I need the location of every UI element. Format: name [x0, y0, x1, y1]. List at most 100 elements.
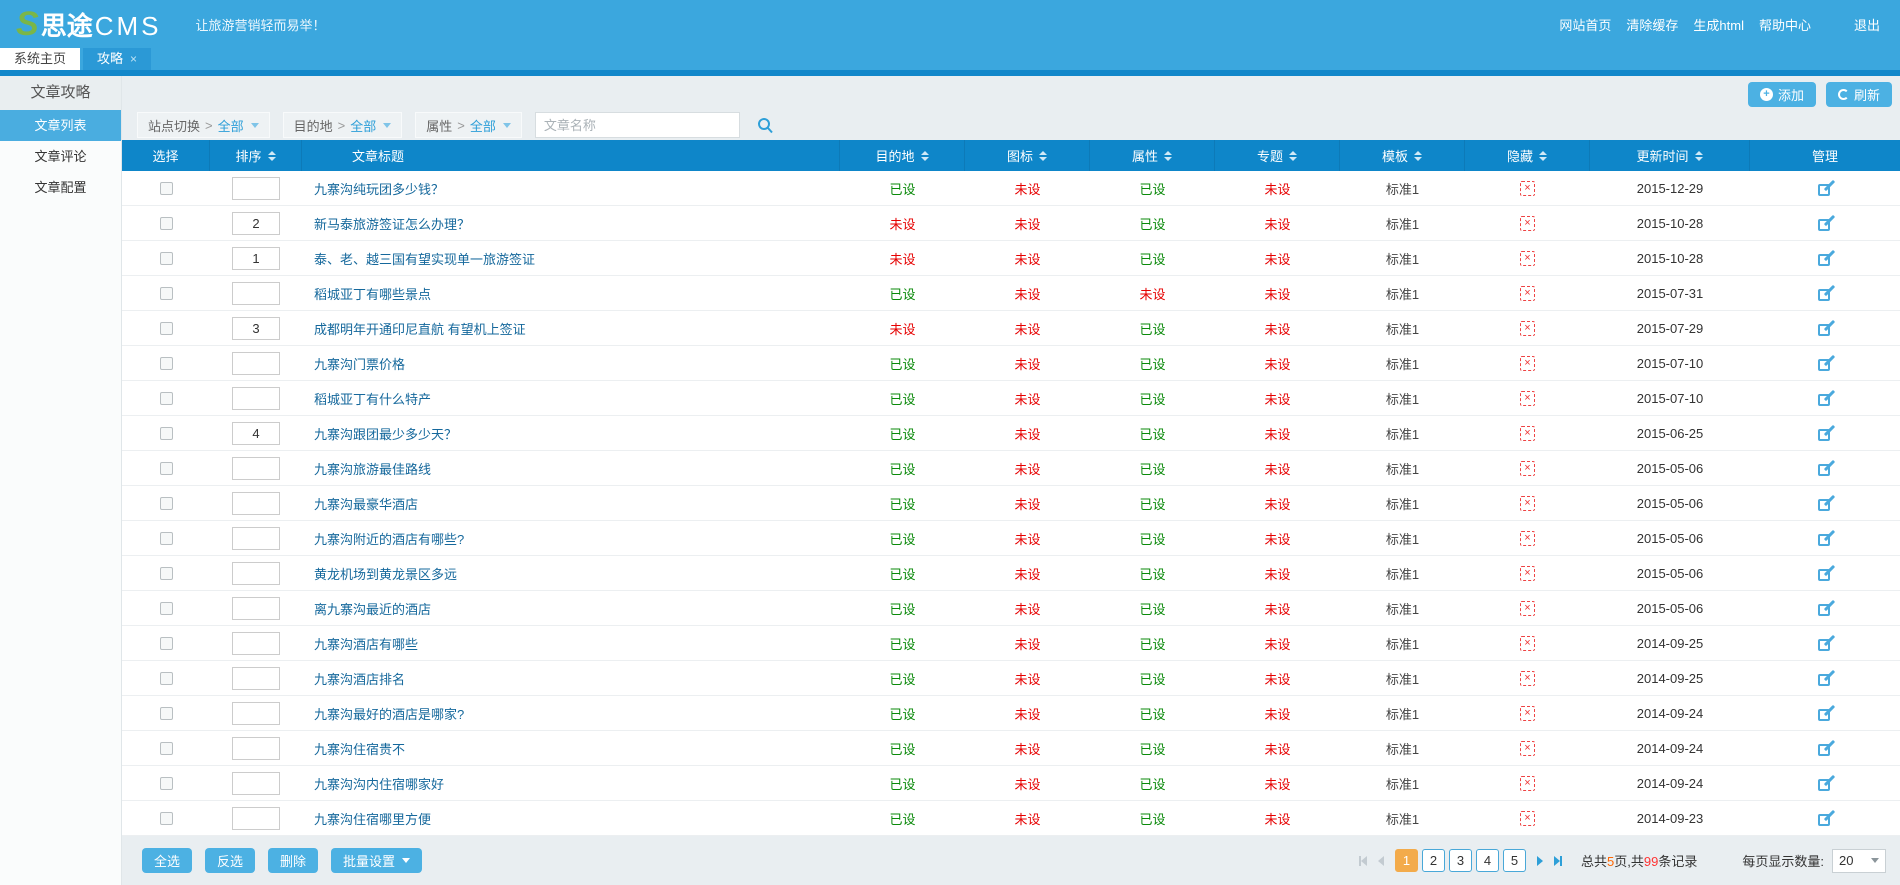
sort-input[interactable]	[232, 386, 280, 410]
row-checkbox[interactable]	[159, 181, 173, 195]
filter-chip-destination[interactable]: 目的地 > 全部	[282, 112, 403, 138]
row-checkbox[interactable]	[159, 776, 173, 790]
column-header-template[interactable]: 模板	[1340, 140, 1465, 171]
column-header-attribute[interactable]: 属性	[1090, 140, 1215, 171]
article-title-link[interactable]: 黄龙机场到黄龙景区多远	[314, 566, 458, 582]
hidden-toggle-icon[interactable]: ×	[1520, 705, 1535, 721]
row-checkbox[interactable]	[159, 216, 173, 230]
article-title-link[interactable]: 九寨沟跟团最少多少天？	[314, 426, 458, 442]
sidebar-item-文章评论[interactable]: 文章评论	[34, 149, 87, 164]
column-header-icon[interactable]: 图标	[965, 140, 1090, 171]
article-title-link[interactable]: 九寨沟酒店有哪些	[314, 636, 419, 652]
edit-icon[interactable]	[1817, 704, 1835, 721]
search-icon[interactable]	[753, 112, 779, 138]
page-button-3[interactable]: 3	[1449, 849, 1473, 872]
column-header-updated[interactable]: 更新时间	[1590, 140, 1750, 171]
edit-icon[interactable]	[1817, 214, 1835, 231]
article-title-link[interactable]: 九寨沟纯玩团多少钱？	[314, 181, 445, 197]
top-link-网站首页[interactable]: 网站首页	[1559, 17, 1612, 33]
article-title-link[interactable]: 离九寨沟最近的酒店	[314, 601, 432, 617]
filter-chip-site[interactable]: 站点切换 > 全部	[137, 112, 270, 138]
sort-input[interactable]	[232, 701, 280, 725]
edit-icon[interactable]	[1817, 284, 1835, 301]
edit-icon[interactable]	[1817, 179, 1835, 196]
article-title-link[interactable]: 九寨沟住宿哪里方便	[314, 811, 432, 827]
article-title-link[interactable]: 泰、老、越三国有望实现单一旅游签证	[314, 251, 536, 267]
page-button-4[interactable]: 4	[1476, 849, 1500, 872]
hidden-toggle-icon[interactable]: ×	[1520, 425, 1535, 441]
edit-icon[interactable]	[1817, 389, 1835, 406]
edit-icon[interactable]	[1817, 739, 1835, 756]
article-title-link[interactable]: 九寨沟最豪华酒店	[314, 496, 419, 512]
close-icon[interactable]: ×	[130, 52, 138, 66]
sort-arrows-icon[interactable]	[1414, 150, 1422, 161]
sort-input[interactable]	[232, 771, 280, 795]
sort-input[interactable]	[232, 631, 280, 655]
hidden-toggle-icon[interactable]: ×	[1520, 320, 1535, 336]
sort-input[interactable]	[232, 281, 280, 305]
top-link-清除缓存[interactable]: 清除缓存	[1626, 17, 1679, 33]
edit-icon[interactable]	[1817, 634, 1835, 651]
row-checkbox[interactable]	[159, 391, 173, 405]
row-checkbox[interactable]	[159, 286, 173, 300]
sort-input[interactable]	[232, 316, 280, 340]
article-title-link[interactable]: 稻城亚丁有哪些景点	[314, 286, 432, 302]
article-title-link[interactable]: 九寨沟附近的酒店有哪些?	[314, 531, 465, 547]
sort-input[interactable]	[232, 491, 280, 515]
add-button[interactable]: + 添加	[1747, 82, 1816, 107]
sort-input[interactable]	[232, 526, 280, 550]
row-checkbox[interactable]	[159, 601, 173, 615]
edit-icon[interactable]	[1817, 774, 1835, 791]
hidden-toggle-icon[interactable]: ×	[1520, 355, 1535, 371]
hidden-toggle-icon[interactable]: ×	[1520, 495, 1535, 511]
edit-icon[interactable]	[1817, 494, 1835, 511]
edit-icon[interactable]	[1817, 424, 1835, 441]
row-checkbox[interactable]	[159, 811, 173, 825]
article-title-link[interactable]: 九寨沟最好的酒店是哪家?	[314, 706, 465, 722]
hidden-toggle-icon[interactable]: ×	[1520, 460, 1535, 476]
sort-arrows-icon[interactable]	[1694, 150, 1703, 161]
hidden-toggle-icon[interactable]: ×	[1520, 565, 1535, 581]
page-button-2[interactable]: 2	[1422, 849, 1446, 872]
sort-arrows-icon[interactable]	[920, 150, 929, 161]
edit-icon[interactable]	[1817, 249, 1835, 266]
tab-系统主页[interactable]: 系统主页	[0, 48, 81, 70]
row-checkbox[interactable]	[159, 426, 173, 440]
sort-arrows-icon[interactable]	[1164, 150, 1172, 161]
row-checkbox[interactable]	[159, 706, 173, 720]
sort-input[interactable]	[232, 456, 280, 480]
column-header-hidden[interactable]: 隐藏	[1465, 140, 1590, 171]
sort-input[interactable]	[232, 806, 280, 830]
sort-input[interactable]	[232, 351, 280, 375]
sort-input[interactable]	[232, 211, 280, 235]
edit-icon[interactable]	[1817, 564, 1835, 581]
row-checkbox[interactable]	[159, 566, 173, 580]
row-checkbox[interactable]	[159, 251, 173, 265]
article-title-link[interactable]: 九寨沟旅游最佳路线	[314, 461, 432, 477]
article-title-link[interactable]: 稻城亚丁有什么特产	[314, 391, 432, 407]
hidden-toggle-icon[interactable]: ×	[1520, 775, 1535, 791]
sidebar-item-文章配置[interactable]: 文章配置	[34, 180, 87, 195]
edit-icon[interactable]	[1817, 809, 1835, 826]
top-link-生成html[interactable]: 生成html	[1693, 17, 1744, 33]
sort-arrows-icon[interactable]	[1539, 150, 1547, 161]
edit-icon[interactable]	[1817, 669, 1835, 686]
hidden-toggle-icon[interactable]: ×	[1520, 215, 1535, 231]
article-title-link[interactable]: 新马泰旅游签证怎么办理？	[314, 216, 471, 232]
hidden-toggle-icon[interactable]: ×	[1520, 600, 1535, 616]
page-button-1[interactable]: 1	[1395, 849, 1419, 872]
edit-icon[interactable]	[1817, 354, 1835, 371]
top-link-退出[interactable]: 退出	[1853, 17, 1880, 33]
row-checkbox[interactable]	[159, 356, 173, 370]
sort-arrows-icon[interactable]	[1039, 150, 1047, 161]
row-checkbox[interactable]	[159, 636, 173, 650]
sidebar-item-文章列表[interactable]: 文章列表	[0, 110, 121, 141]
row-checkbox[interactable]	[159, 461, 173, 475]
edit-icon[interactable]	[1817, 459, 1835, 476]
sort-arrows-icon[interactable]	[267, 150, 276, 161]
top-link-帮助中心[interactable]: 帮助中心	[1758, 17, 1811, 33]
sort-input[interactable]	[232, 421, 280, 445]
hidden-toggle-icon[interactable]: ×	[1520, 740, 1535, 756]
hidden-toggle-icon[interactable]: ×	[1520, 285, 1535, 301]
sort-input[interactable]	[232, 596, 280, 620]
